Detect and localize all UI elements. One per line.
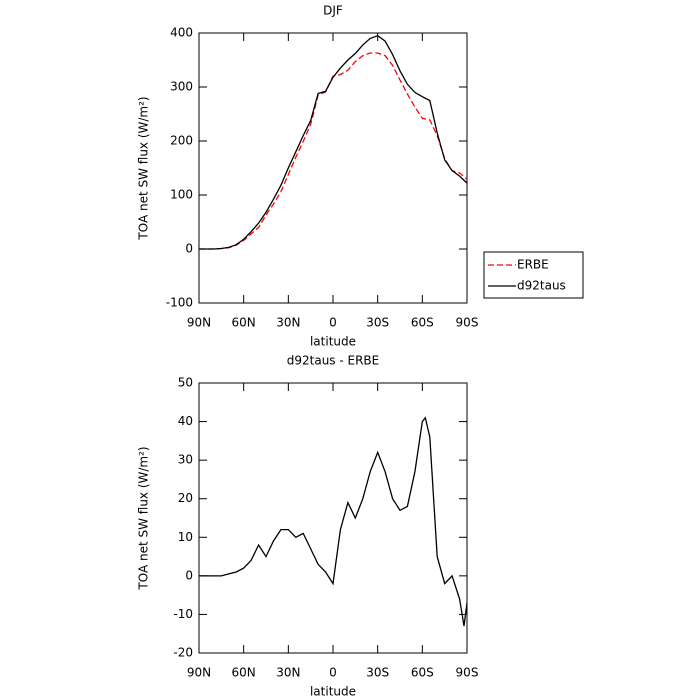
y-tick-label: 50 — [178, 376, 193, 390]
y-tick-label: 30 — [178, 453, 193, 467]
y-tick-label: -20 — [173, 646, 193, 660]
y-tick-label: 400 — [170, 26, 193, 40]
x-tick-label: 30S — [366, 316, 389, 330]
x-axis-label: latitude — [310, 685, 356, 699]
y-tick-label: 40 — [178, 414, 193, 428]
plot-frame — [198, 32, 468, 304]
legend-box — [483, 251, 584, 299]
chart-title: DJF — [323, 4, 343, 18]
x-axis-label: latitude — [310, 335, 356, 349]
y-tick-label: 200 — [170, 134, 193, 148]
x-tick-label: 90N — [187, 666, 211, 680]
x-tick-label: 90S — [456, 316, 479, 330]
legend-label: ERBE — [517, 258, 549, 272]
data-line — [199, 34, 468, 250]
y-tick-label: -100 — [166, 296, 193, 310]
data-line — [199, 416, 468, 627]
x-tick-label: 60S — [411, 666, 434, 680]
x-tick-label: 30N — [276, 666, 300, 680]
x-tick-label: 90N — [187, 316, 211, 330]
y-tick-label: 0 — [185, 242, 193, 256]
x-tick-label: 60N — [232, 666, 256, 680]
x-tick-label: 0 — [329, 666, 337, 680]
x-tick-label: 0 — [329, 316, 337, 330]
y-tick-label: 20 — [178, 491, 193, 505]
y-tick-label: -10 — [173, 607, 193, 621]
y-tick-label: 10 — [178, 530, 193, 544]
legend-label: d92taus — [517, 279, 566, 293]
y-tick-label: 0 — [185, 568, 193, 582]
y-axis-label: TOA net SW flux (W/m²) — [137, 96, 151, 240]
x-tick-label: 30N — [276, 316, 300, 330]
x-tick-label: 60N — [232, 316, 256, 330]
x-tick-label: 60S — [411, 316, 434, 330]
chart-title: d92taus - ERBE — [287, 354, 380, 368]
x-tick-label: 30S — [366, 666, 389, 680]
y-axis-label: TOA net SW flux (W/m²) — [137, 446, 151, 590]
y-tick-label: 100 — [170, 188, 193, 202]
y-tick-label: 300 — [170, 80, 193, 94]
x-tick-label: 90S — [456, 666, 479, 680]
data-line — [199, 52, 468, 250]
